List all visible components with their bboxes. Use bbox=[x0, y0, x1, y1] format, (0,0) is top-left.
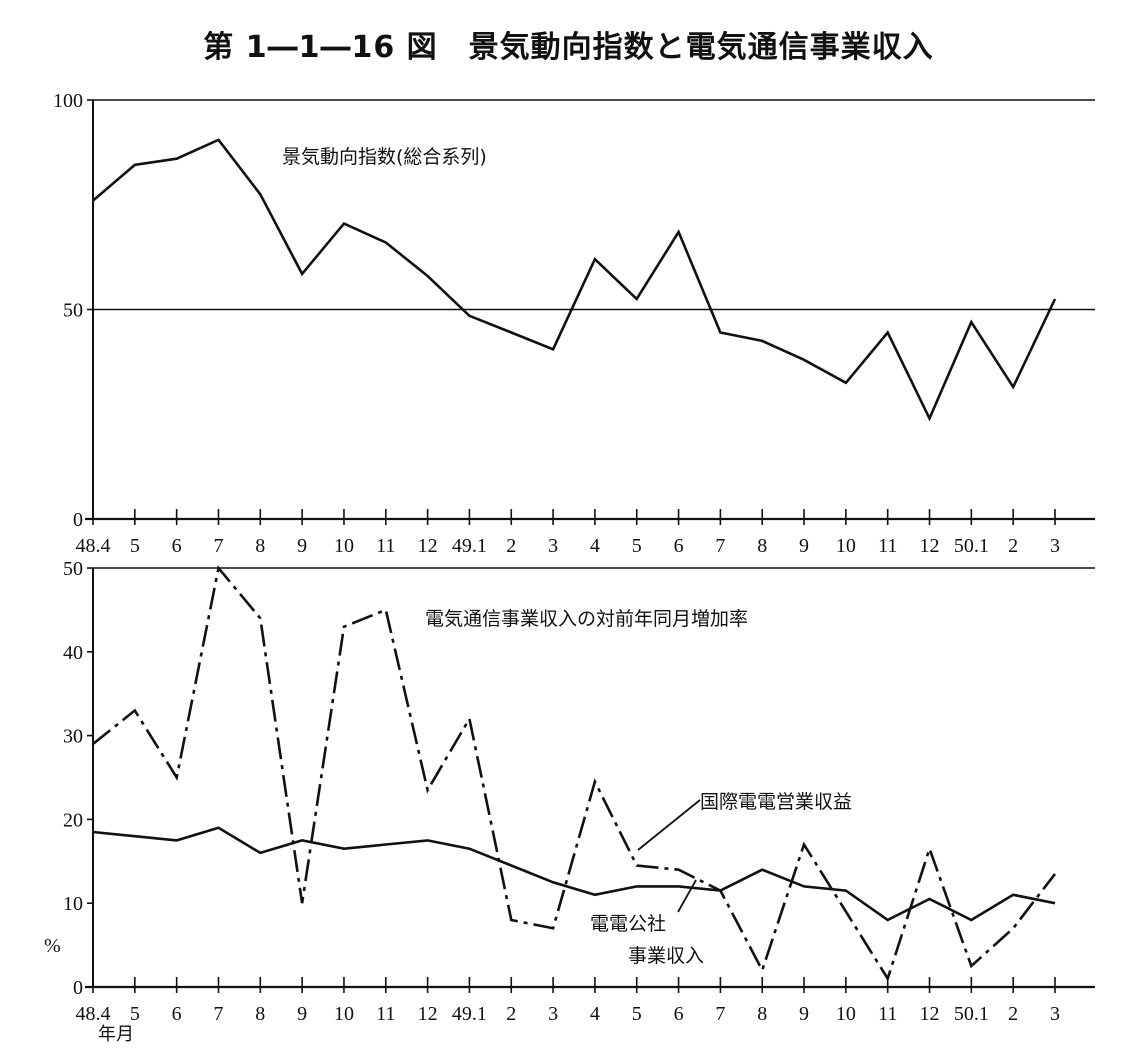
bottom-x-tick-label: 6 bbox=[172, 1003, 182, 1025]
bottom-series-line-0 bbox=[92, 565, 1057, 982]
bottom-y-tick-label: 10 bbox=[63, 893, 83, 915]
top-x-tick-label: 12 bbox=[920, 535, 940, 557]
bottom-x-tick-label: 3 bbox=[1050, 1003, 1060, 1025]
top-series-line-0 bbox=[92, 138, 1057, 422]
bottom-y-tick-label: 0 bbox=[73, 977, 83, 999]
bottom-x-tick-label: 11 bbox=[878, 1003, 897, 1025]
bottom-x-tick-label: 12 bbox=[418, 1003, 438, 1025]
kokusai-label: 国際電電営業収益 bbox=[700, 791, 852, 813]
bottom-x-tick-label: 2 bbox=[1008, 1003, 1018, 1025]
bottom-x-tick-label: 6 bbox=[674, 1003, 684, 1025]
bottom-x-tick-label: 12 bbox=[920, 1003, 940, 1025]
bottom-y-tick-label: 20 bbox=[63, 809, 83, 831]
bottom-panel: 0 10 20 30 40 50 48.4 5 6 7 8 9 10 11 12 49.1 2 3 4 5 6 7 8 9 10… bbox=[63, 558, 1095, 1025]
bottom-x-tick-label: 48.4 bbox=[76, 1003, 111, 1025]
bottom-x-tick-label: 49.1 bbox=[452, 1003, 487, 1025]
bottom-x-tick-label: 4 bbox=[590, 1003, 600, 1025]
bottom-x-tick-label: 5 bbox=[130, 1003, 140, 1025]
top-x-tick-label: 5 bbox=[632, 535, 642, 557]
bottom-x-tick-label: 8 bbox=[255, 1003, 265, 1025]
top-x-tick-label: 10 bbox=[836, 535, 856, 557]
bottom-x-tick-label: 50.1 bbox=[954, 1003, 989, 1025]
top-y-tick-label: 50 bbox=[63, 300, 83, 322]
bottom-x-tick-label: 11 bbox=[376, 1003, 395, 1025]
bottom-x-tick-label: 7 bbox=[213, 1003, 223, 1025]
top-x-tick-label: 8 bbox=[757, 535, 767, 557]
top-x-tick-label: 3 bbox=[548, 535, 558, 557]
top-x-tick-label: 50.1 bbox=[954, 535, 989, 557]
bottom-x-tick-label: 7 bbox=[715, 1003, 725, 1025]
top-panel: 0 50 100 48.4 5 6 7 8 9 10 11 12 49.1 2 3 4 5 6 7 8 9 10 11 12 5… bbox=[53, 90, 1095, 557]
kokusai-leader bbox=[637, 799, 701, 851]
top-x-tick-label: 3 bbox=[1050, 535, 1060, 557]
bottom-x-tick-label: 10 bbox=[334, 1003, 354, 1025]
top-x-tick-label: 11 bbox=[376, 535, 395, 557]
bottom-y-tick-label: 50 bbox=[63, 558, 83, 580]
top-x-tick-label: 12 bbox=[418, 535, 438, 557]
bottom-x-tick-label: 8 bbox=[757, 1003, 767, 1025]
bottom-x-tick-label: 5 bbox=[632, 1003, 642, 1025]
bottom-x-tick-label: 9 bbox=[799, 1003, 809, 1025]
top-y-tick-label: 0 bbox=[73, 509, 83, 531]
top-x-tick-label: 2 bbox=[1008, 535, 1018, 557]
bottom-y-tick-label: 40 bbox=[63, 642, 83, 664]
top-x-tick-label: 8 bbox=[255, 535, 265, 557]
top-x-tick-label: 11 bbox=[878, 535, 897, 557]
top-x-tick-label: 6 bbox=[172, 535, 182, 557]
top-y-tick-label: 100 bbox=[53, 90, 83, 112]
bottom-y-tick-label: 30 bbox=[63, 726, 83, 748]
top-x-tick-label: 6 bbox=[674, 535, 684, 557]
top-x-tick-label: 2 bbox=[506, 535, 516, 557]
top-x-tick-label: 5 bbox=[130, 535, 140, 557]
bottom-series-line-1 bbox=[92, 826, 1056, 922]
top-x-tick-label: 49.1 bbox=[452, 535, 487, 557]
y-unit-label: % bbox=[44, 935, 61, 957]
chart-title: 第 1―1―16 図 景気動向指数と電気通信事業収入 bbox=[203, 30, 934, 65]
top-x-tick-label: 48.4 bbox=[76, 535, 111, 557]
denden-label-line1: 電電公社 bbox=[590, 913, 666, 935]
top-x-tick-label: 9 bbox=[297, 535, 307, 557]
top-x-tick-label: 7 bbox=[715, 535, 725, 557]
bottom-x-tick-label: 9 bbox=[297, 1003, 307, 1025]
top-series-label: 景気動向指数(総合系列) bbox=[282, 146, 487, 168]
top-x-tick-label: 7 bbox=[213, 535, 223, 557]
denden-label-line2: 事業収入 bbox=[628, 945, 704, 967]
bottom-x-tick-label: 3 bbox=[548, 1003, 558, 1025]
x-axis-unit-label: 年月 bbox=[98, 1024, 134, 1044]
bottom-x-tick-label: 2 bbox=[506, 1003, 516, 1025]
top-x-tick-label: 10 bbox=[334, 535, 354, 557]
denden-leader bbox=[677, 879, 697, 913]
top-x-tick-label: 4 bbox=[590, 535, 600, 557]
top-x-tick-label: 9 bbox=[799, 535, 809, 557]
bottom-header-label: 電気通信事業収入の対前年同月増加率 bbox=[425, 608, 748, 630]
bottom-x-tick-label: 10 bbox=[836, 1003, 856, 1025]
